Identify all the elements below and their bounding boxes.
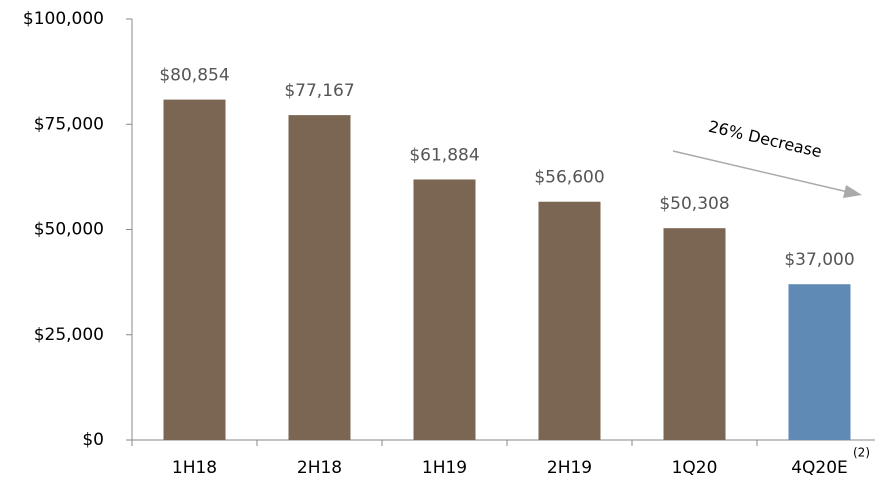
bar — [663, 228, 726, 440]
x-tick-label: 2H19 — [547, 458, 592, 478]
value-label: $77,167 — [284, 81, 354, 101]
y-tick-label: $75,000 — [34, 114, 104, 134]
value-label: $56,600 — [534, 168, 604, 188]
bar — [538, 201, 601, 440]
y-tick-label: $50,000 — [34, 220, 104, 240]
y-tick-label: $0 — [82, 430, 104, 450]
value-label: $61,884 — [409, 145, 479, 165]
trend-arrow — [672, 150, 849, 193]
value-label: $80,854 — [159, 66, 229, 86]
footnote: (2) — [853, 446, 870, 460]
value-label: $50,308 — [659, 194, 729, 214]
x-tick-label: 4Q20E — [791, 458, 848, 478]
value-label: $37,000 — [784, 250, 854, 270]
x-tick-label: 1H18 — [172, 458, 217, 478]
y-tick-label: $100,000 — [23, 9, 104, 29]
arrow-head — [843, 185, 862, 198]
bar — [288, 115, 351, 441]
bar — [788, 284, 851, 440]
x-tick-label: 1Q20 — [672, 458, 718, 478]
y-tick-label: $25,000 — [34, 325, 104, 345]
x-tick-label: 2H18 — [297, 458, 342, 478]
x-tick-label: 1H19 — [422, 458, 467, 478]
bar — [413, 179, 476, 440]
annotation: 26% Decrease — [707, 117, 824, 162]
bar — [163, 99, 226, 440]
